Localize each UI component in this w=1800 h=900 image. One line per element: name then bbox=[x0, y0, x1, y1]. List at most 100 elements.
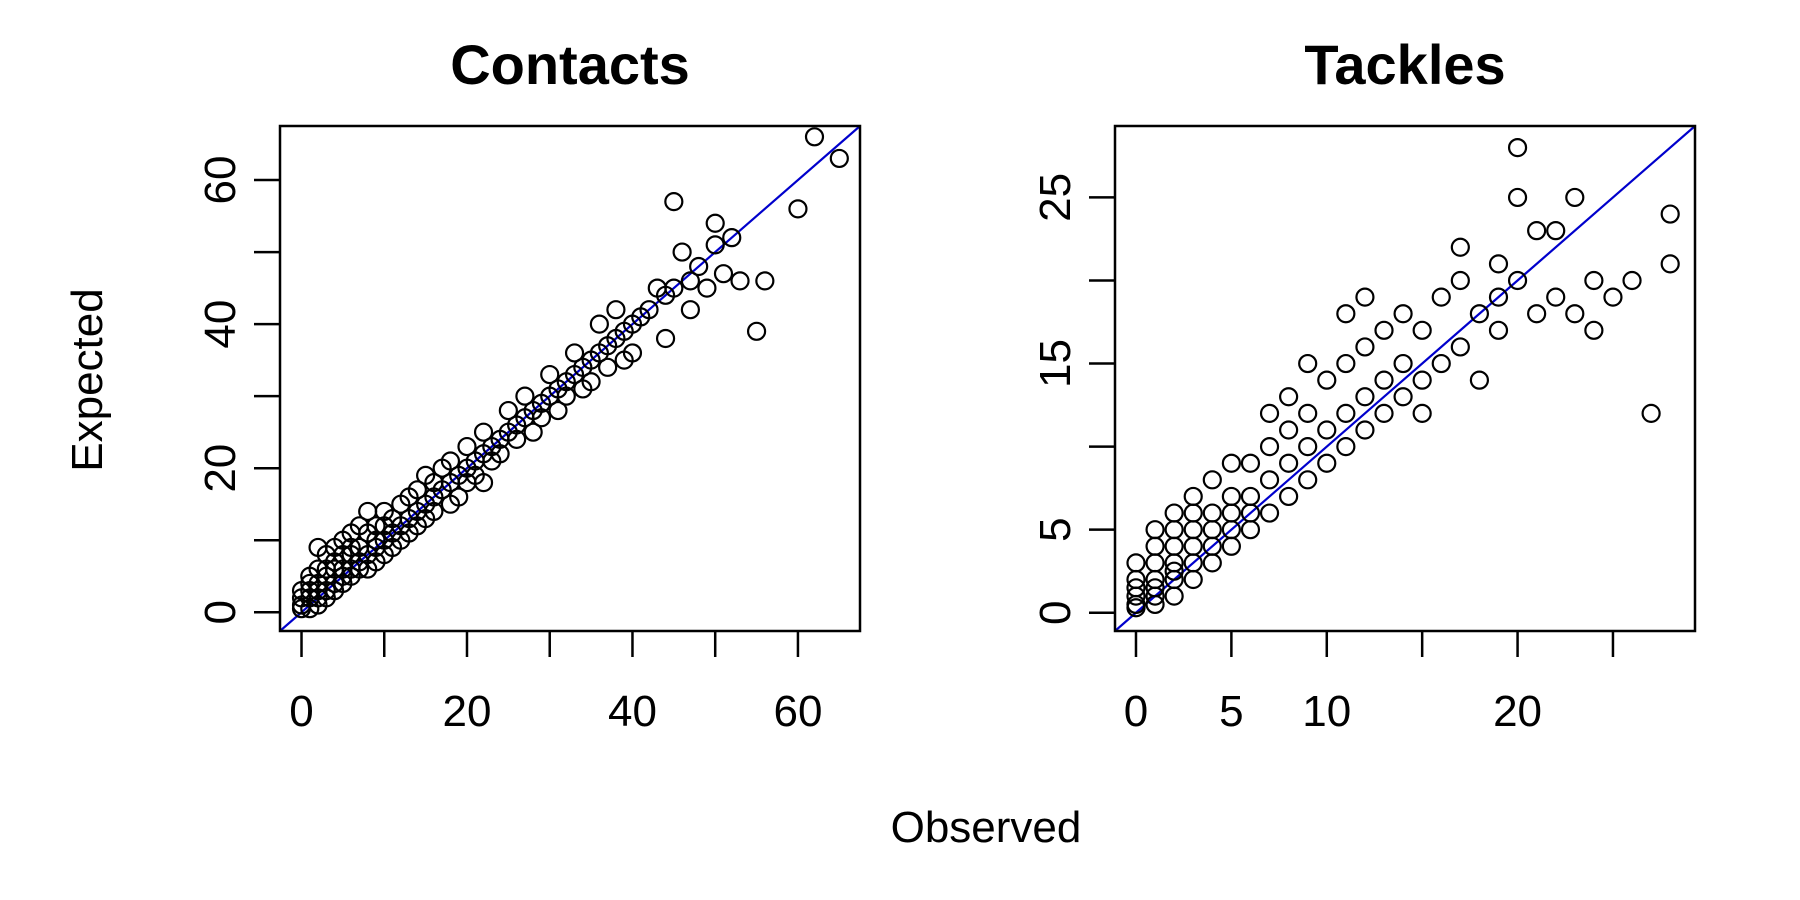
data-point bbox=[1317, 370, 1337, 390]
data-point bbox=[1355, 420, 1375, 440]
data-point bbox=[564, 343, 585, 363]
data-point bbox=[705, 213, 725, 233]
data-point bbox=[1221, 453, 1241, 473]
data-point bbox=[1298, 353, 1318, 374]
data-point bbox=[1355, 287, 1375, 307]
data-point bbox=[548, 400, 568, 421]
data-point bbox=[1469, 370, 1490, 390]
data-point bbox=[1202, 553, 1222, 573]
data-point bbox=[1259, 470, 1280, 490]
contacts-panel: Contacts 0 20 40 60 0 20 40 60 bbox=[196, 33, 862, 736]
data-point bbox=[1164, 561, 1184, 581]
data-point bbox=[1164, 503, 1184, 523]
data-point bbox=[1126, 578, 1146, 598]
y-axis-title: Expected bbox=[63, 288, 112, 471]
x-tick-label: 20 bbox=[1493, 687, 1542, 736]
data-point bbox=[1355, 387, 1375, 407]
data-point bbox=[440, 451, 461, 471]
data-point bbox=[1221, 536, 1241, 556]
data-point bbox=[1202, 503, 1222, 523]
data-point bbox=[705, 235, 725, 255]
data-point bbox=[1412, 403, 1432, 423]
data-point bbox=[1527, 221, 1547, 241]
data-point bbox=[1507, 270, 1528, 291]
data-point bbox=[498, 400, 518, 421]
data-point bbox=[1584, 320, 1604, 340]
data-point bbox=[341, 537, 361, 558]
x-tick-label: 0 bbox=[1124, 687, 1148, 736]
data-point bbox=[540, 364, 560, 385]
y-tick-label: 40 bbox=[196, 300, 245, 349]
x-axis-title: Observed bbox=[891, 803, 1082, 852]
data-point bbox=[1584, 270, 1604, 291]
tackles-panel: Tackles 0 5 10 20 0 5 15 25 bbox=[1031, 33, 1697, 736]
data-point bbox=[1279, 387, 1299, 407]
data-point bbox=[1527, 304, 1547, 324]
scatter-points bbox=[1126, 137, 1680, 618]
data-point bbox=[1488, 254, 1509, 274]
data-point bbox=[1240, 520, 1261, 540]
data-point bbox=[672, 242, 692, 262]
data-point bbox=[1145, 536, 1165, 556]
data-point bbox=[1183, 536, 1203, 556]
data-point bbox=[713, 264, 734, 284]
data-point bbox=[664, 192, 684, 212]
data-point bbox=[1450, 270, 1470, 291]
data-point bbox=[366, 516, 386, 536]
data-point bbox=[680, 271, 700, 291]
data-point bbox=[523, 422, 543, 442]
data-point bbox=[1431, 287, 1451, 307]
data-point bbox=[1202, 520, 1222, 540]
data-point bbox=[457, 436, 477, 457]
data-point bbox=[349, 559, 370, 579]
data-point bbox=[1450, 337, 1470, 357]
data-point bbox=[1546, 287, 1566, 307]
data-point bbox=[689, 256, 709, 277]
data-point bbox=[1183, 569, 1203, 590]
x-tick-label: 20 bbox=[443, 687, 492, 736]
data-point bbox=[1259, 403, 1280, 423]
data-point bbox=[1374, 370, 1394, 390]
data-point bbox=[1546, 221, 1566, 241]
data-point bbox=[1164, 520, 1184, 540]
data-point bbox=[1393, 353, 1413, 374]
data-point bbox=[1221, 486, 1241, 507]
data-point bbox=[1603, 287, 1623, 307]
y-tick-label: 5 bbox=[1031, 517, 1080, 541]
chart-title: Tackles bbox=[1304, 33, 1505, 96]
data-point bbox=[366, 530, 386, 550]
data-point bbox=[1183, 520, 1203, 540]
data-point bbox=[1202, 470, 1222, 490]
data-point bbox=[1317, 420, 1337, 440]
data-point bbox=[1279, 420, 1299, 440]
data-point bbox=[1336, 304, 1356, 324]
y-tick-label: 60 bbox=[196, 156, 245, 205]
data-point bbox=[655, 328, 676, 349]
data-point bbox=[1126, 553, 1146, 573]
data-point bbox=[1298, 403, 1318, 423]
data-point bbox=[1507, 137, 1528, 158]
data-point bbox=[1507, 187, 1528, 208]
data-point bbox=[788, 199, 808, 219]
data-point bbox=[1164, 536, 1184, 556]
data-point bbox=[1622, 270, 1642, 291]
y-tick-label: 25 bbox=[1031, 173, 1080, 222]
data-point bbox=[1240, 453, 1261, 473]
data-point bbox=[1298, 470, 1318, 490]
x-tick-label: 60 bbox=[773, 687, 822, 736]
data-point bbox=[1450, 237, 1470, 257]
data-point bbox=[490, 444, 510, 464]
data-point bbox=[1164, 586, 1184, 606]
data-point bbox=[606, 300, 626, 320]
data-point bbox=[1565, 304, 1585, 324]
data-point bbox=[1393, 304, 1413, 324]
data-point bbox=[1412, 370, 1432, 390]
data-point bbox=[473, 472, 494, 493]
data-point bbox=[473, 422, 494, 442]
data-point bbox=[1336, 437, 1356, 457]
data-point bbox=[755, 271, 775, 291]
data-point bbox=[515, 386, 535, 406]
data-point bbox=[639, 300, 659, 320]
data-point bbox=[664, 278, 684, 298]
